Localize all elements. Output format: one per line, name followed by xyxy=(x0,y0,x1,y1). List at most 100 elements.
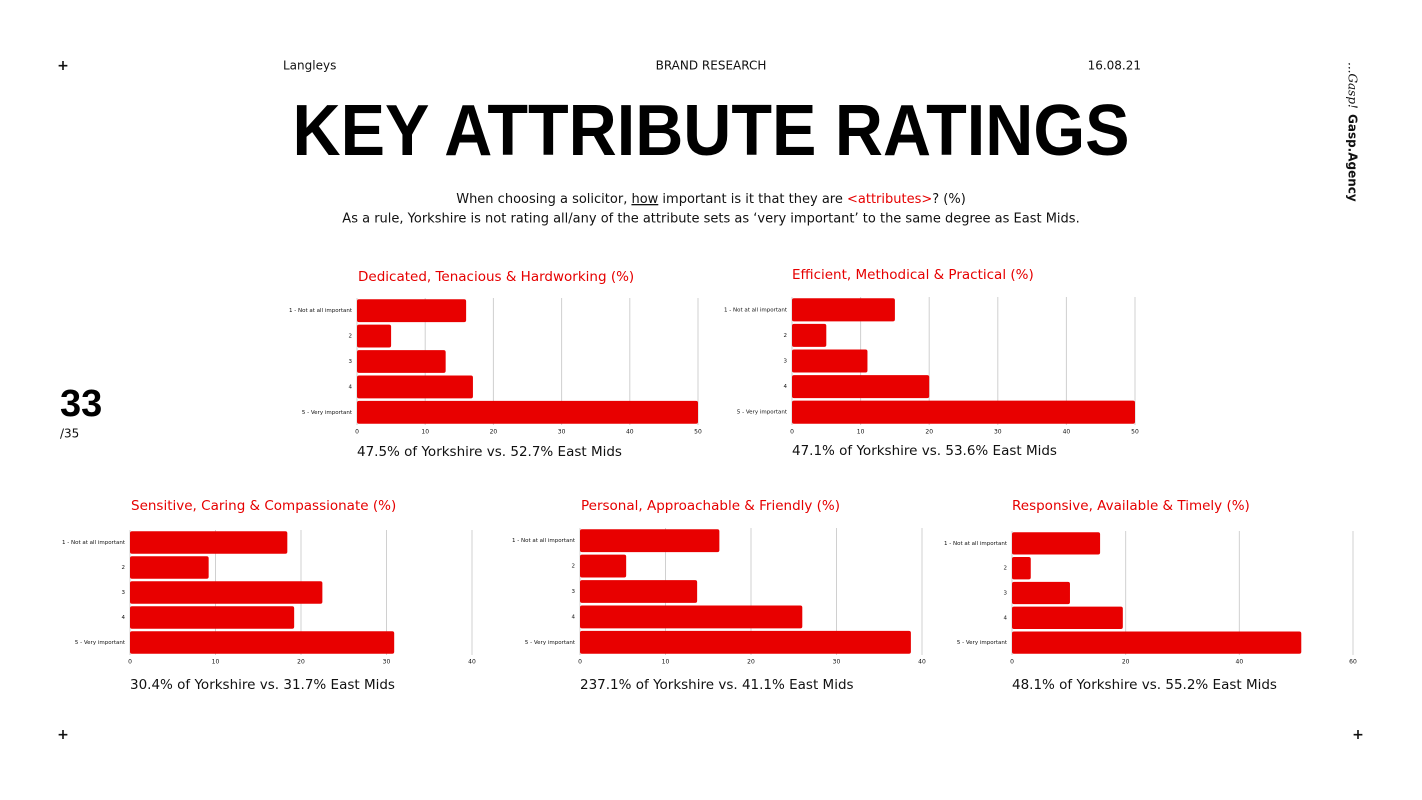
x-tick-label: 10 xyxy=(212,659,220,666)
bar xyxy=(357,400,698,424)
y-tick-label: 4 xyxy=(572,614,576,620)
x-tick-label: 40 xyxy=(1063,429,1071,436)
x-tick-label: 50 xyxy=(694,429,702,436)
bar xyxy=(130,556,209,579)
y-tick-label: 5 - Very important xyxy=(957,640,1008,646)
bar xyxy=(130,531,288,554)
y-tick-label: 3 xyxy=(572,589,576,595)
x-tick-label: 60 xyxy=(1349,659,1357,666)
chart-caption: 47.1% of Yorkshire vs. 53.6% East Mids xyxy=(792,443,1057,459)
bar xyxy=(792,323,827,347)
bar xyxy=(580,630,911,654)
y-tick-label: 4 xyxy=(784,384,788,390)
corner-mark: + xyxy=(57,727,69,743)
bar xyxy=(1012,581,1070,605)
x-tick-label: 0 xyxy=(355,429,359,436)
x-tick-label: 40 xyxy=(1236,659,1244,666)
bar xyxy=(580,554,627,578)
subtitle-text: When choosing a solicitor, xyxy=(456,192,631,207)
y-tick-label: 5 - Very important xyxy=(302,410,353,416)
y-tick-label: 1 - Not at all important xyxy=(512,538,576,544)
header-right: 16.08.21 xyxy=(1088,59,1141,73)
chart-caption: 237.1% of Yorkshire vs. 41.1% East Mids xyxy=(580,677,854,693)
x-tick-label: 20 xyxy=(490,429,498,436)
y-tick-label: 2 xyxy=(1004,566,1008,572)
page-number: 33 xyxy=(60,383,102,425)
y-tick-label: 4 xyxy=(1004,615,1008,621)
bar xyxy=(580,580,698,603)
y-tick-label: 3 xyxy=(122,590,126,596)
bar xyxy=(792,400,1135,424)
subtitle-text: important is it that they are xyxy=(658,192,847,207)
y-tick-label: 3 xyxy=(784,359,788,365)
x-tick-label: 30 xyxy=(994,429,1002,436)
y-tick-label: 1 - Not at all important xyxy=(944,541,1008,547)
x-tick-label: 0 xyxy=(790,429,794,436)
header-center: BRAND RESEARCH xyxy=(656,59,767,73)
bar xyxy=(130,606,295,629)
x-tick-label: 20 xyxy=(925,429,933,436)
chart-title: Sensitive, Caring & Compassionate (%) xyxy=(131,498,396,514)
bar xyxy=(580,605,803,629)
y-tick-label: 1 - Not at all important xyxy=(62,540,126,546)
subtitle-line: As a rule, Yorkshire is not rating all/a… xyxy=(342,212,1079,227)
chart-caption: 47.5% of Yorkshire vs. 52.7% East Mids xyxy=(357,444,622,460)
y-tick-label: 2 xyxy=(784,333,788,339)
subtitle-line: When choosing a solicitor, how important… xyxy=(456,192,966,207)
x-tick-label: 10 xyxy=(421,429,429,436)
x-tick-label: 0 xyxy=(1010,659,1014,666)
bar xyxy=(792,349,868,373)
bar xyxy=(1012,557,1031,580)
bar xyxy=(357,324,392,348)
bar xyxy=(792,298,895,322)
y-tick-label: 1 - Not at all important xyxy=(724,307,788,313)
x-tick-label: 20 xyxy=(1122,659,1130,666)
x-tick-label: 40 xyxy=(626,429,634,436)
subtitle-placeholder: <attributes> xyxy=(847,192,932,207)
x-tick-label: 30 xyxy=(383,659,391,666)
header-left: Langleys xyxy=(283,59,336,73)
x-tick-label: 30 xyxy=(833,659,841,666)
bar xyxy=(1012,631,1302,654)
y-tick-label: 4 xyxy=(349,384,353,390)
x-tick-label: 40 xyxy=(918,659,926,666)
y-tick-label: 2 xyxy=(122,565,126,571)
side-tagline: ...Gasp! xyxy=(1346,62,1360,109)
bar xyxy=(357,375,473,399)
y-tick-label: 5 - Very important xyxy=(75,640,126,646)
corner-mark: + xyxy=(1352,727,1364,743)
x-tick-label: 20 xyxy=(297,659,305,666)
subtitle-emphasis: how xyxy=(631,192,658,207)
x-tick-label: 50 xyxy=(1131,429,1139,436)
x-tick-label: 20 xyxy=(747,659,755,666)
x-tick-label: 40 xyxy=(468,659,476,666)
slide-title: KEY ATTRIBUTE RATINGS xyxy=(293,91,1130,171)
bar xyxy=(1012,532,1101,555)
x-tick-label: 10 xyxy=(662,659,670,666)
chart-caption: 30.4% of Yorkshire vs. 31.7% East Mids xyxy=(130,677,395,693)
bar xyxy=(1012,606,1123,629)
x-tick-label: 10 xyxy=(857,429,865,436)
y-tick-label: 3 xyxy=(1004,591,1008,597)
y-tick-label: 4 xyxy=(122,615,126,621)
bar xyxy=(130,631,395,654)
y-tick-label: 2 xyxy=(572,564,576,570)
x-tick-label: 0 xyxy=(578,659,582,666)
side-brand: Gasp.Agency xyxy=(1346,114,1360,202)
y-tick-label: 1 - Not at all important xyxy=(289,308,353,314)
x-tick-label: 0 xyxy=(128,659,132,666)
chart-title: Efficient, Methodical & Practical (%) xyxy=(792,267,1034,283)
bar xyxy=(792,375,930,399)
corner-mark: + xyxy=(57,58,69,74)
bar xyxy=(357,350,446,373)
y-tick-label: 5 - Very important xyxy=(737,410,788,416)
page-total: /35 xyxy=(60,427,79,441)
y-tick-label: 5 - Very important xyxy=(525,640,576,646)
bar xyxy=(130,581,323,604)
bar xyxy=(580,529,720,553)
y-tick-label: 3 xyxy=(349,359,353,365)
chart-title: Personal, Approachable & Friendly (%) xyxy=(581,498,840,514)
chart-title: Dedicated, Tenacious & Hardworking (%) xyxy=(358,269,634,285)
y-tick-label: 2 xyxy=(349,334,353,340)
